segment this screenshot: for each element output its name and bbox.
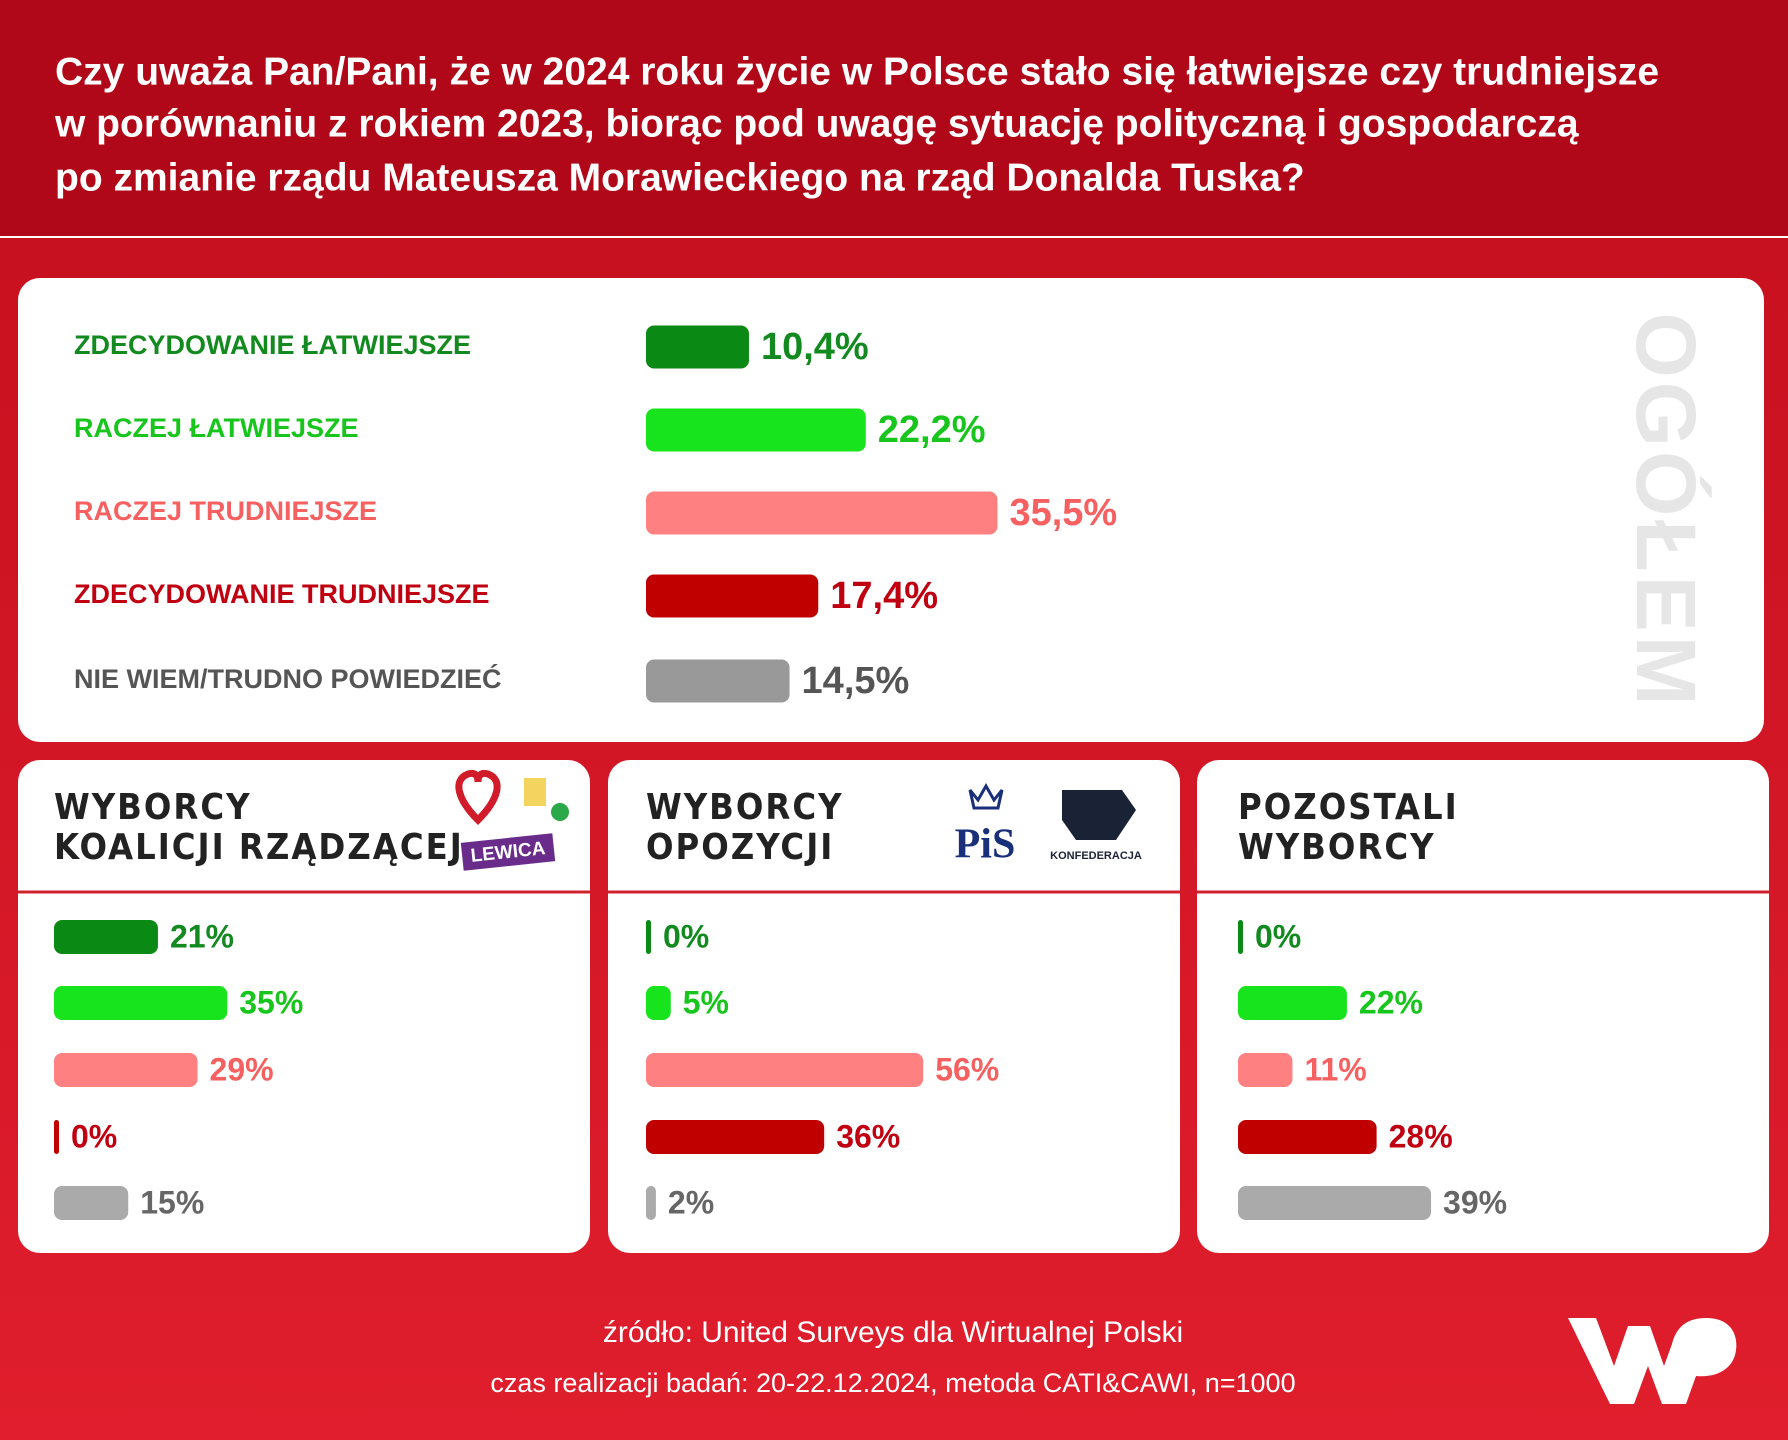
bar [1238, 920, 1243, 954]
heart-logo [455, 769, 501, 825]
source: źródło: United Surveys dla Wirtualnej Po… [603, 1316, 1183, 1349]
panel-title: OGÓŁEM [1619, 312, 1713, 709]
bar [646, 574, 819, 618]
value-label: 29% [210, 1051, 274, 1087]
bar [646, 408, 866, 452]
bar [1238, 1120, 1377, 1154]
wp-logo [1568, 1318, 1737, 1404]
bar [646, 920, 651, 954]
logo-mark [968, 782, 1004, 810]
value-label: 21% [170, 918, 234, 954]
panel [18, 760, 590, 1253]
details: czas realizacji badań: 20-22.12.2024, me… [490, 1368, 1295, 1398]
value-label: 0% [663, 918, 709, 954]
logo-mark [1062, 790, 1136, 840]
value-label: 15% [140, 1184, 204, 1220]
logo-mark [551, 803, 569, 821]
bar [646, 1120, 825, 1154]
logo-badge [460, 833, 556, 871]
bar [54, 986, 228, 1020]
value-label: 22,2% [878, 409, 986, 451]
bar [646, 491, 998, 535]
title-line: w porównaniu z rokiem 2023, biorąc pod u… [54, 102, 1579, 145]
panel-title: POZOSTALI [1238, 787, 1459, 828]
value-label: 0% [1255, 918, 1301, 954]
category-label: ZDECYDOWANIE ŁATWIEJSZE [74, 330, 471, 360]
panel-title: KOALICJI RZĄDZĄCEJ [54, 827, 464, 868]
bar [646, 986, 671, 1020]
title-line: Czy uważa Pan/Pani, że w 2024 roku życie… [55, 50, 1659, 93]
value-label: 35% [239, 984, 303, 1020]
title-line: po zmianie rządu Mateusza Morawieckiego … [55, 156, 1305, 199]
category-label: RACZEJ ŁATWIEJSZE [74, 413, 359, 443]
value-label: 11% [1304, 1051, 1366, 1087]
bar [646, 659, 790, 703]
panel-title: WYBORCY [1238, 827, 1436, 868]
bar [646, 1053, 924, 1087]
category-label: NIE WIEM/TRUDNO POWIEDZIEĆ [74, 663, 502, 694]
value-label: 10,4% [761, 326, 869, 368]
bar [1238, 1186, 1432, 1220]
value-label: 36% [836, 1118, 900, 1154]
value-label: 5% [683, 984, 729, 1020]
category-label: ZDECYDOWANIE TRUDNIEJSZE [74, 579, 490, 609]
value-label: 28% [1389, 1118, 1453, 1154]
value-label: 22% [1359, 984, 1423, 1020]
panel-title: OPOZYCJI [646, 827, 834, 868]
bar [1238, 986, 1347, 1020]
panel-title: WYBORCY [54, 787, 252, 828]
bar [646, 1186, 656, 1220]
logo-text: PiS [955, 822, 1016, 868]
bar [54, 1186, 129, 1220]
category-label: RACZEJ TRUDNIEJSZE [74, 496, 377, 526]
panel-title: WYBORCY [646, 787, 844, 828]
logo-mark [524, 778, 546, 806]
value-label: 39% [1443, 1184, 1507, 1220]
value-label: 35,5% [1009, 492, 1117, 534]
value-label: 17,4% [830, 575, 938, 617]
bar [54, 1120, 59, 1154]
header-band [0, 0, 1788, 236]
bar [54, 920, 158, 954]
value-label: 14,5% [802, 660, 910, 702]
value-label: 56% [935, 1051, 999, 1087]
bar [646, 325, 749, 369]
value-label: 2% [668, 1184, 714, 1220]
bar [54, 1053, 198, 1087]
value-label: 0% [71, 1118, 117, 1154]
bar [1238, 1053, 1293, 1087]
logo-text: KONFEDERACJA [1050, 850, 1142, 862]
